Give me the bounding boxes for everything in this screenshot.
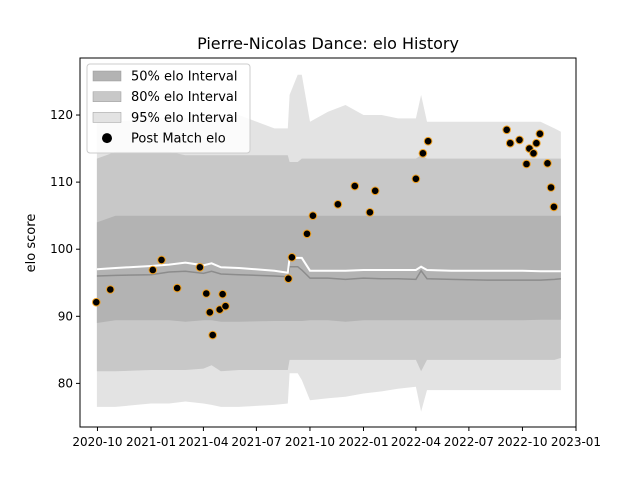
post-match-elo-point [411, 174, 421, 184]
y-tick-label: 110 [50, 175, 73, 189]
chart-title: Pierre-Nicolas Dance: elo History [197, 34, 459, 53]
legend-label: 50% elo Interval [131, 70, 238, 85]
y-tick-label: 120 [50, 108, 73, 122]
post-match-elo-point [546, 183, 556, 192]
post-match-elo-point [195, 263, 205, 272]
post-match-elo-point [365, 208, 375, 217]
x-tick-label: 2022-10 [497, 435, 547, 449]
legend-swatch [92, 91, 122, 102]
post-match-elo-point [157, 255, 166, 265]
post-match-elo-point [423, 136, 433, 146]
band-50 [96, 215, 561, 323]
y-tick-label: 100 [50, 242, 73, 256]
post-match-elo-point [549, 202, 559, 212]
post-match-elo-point [535, 129, 545, 139]
post-match-elo-point [333, 200, 343, 209]
post-match-elo-point [418, 149, 428, 158]
post-match-elo-point [350, 181, 360, 191]
post-match-elo-point [505, 138, 515, 148]
x-tick-label: 2022-07 [444, 435, 494, 449]
x-tick-label: 2020-10 [72, 435, 122, 449]
post-match-elo-point [287, 252, 297, 262]
legend-label: 95% elo Interval [131, 111, 238, 126]
post-match-elo-point [515, 135, 524, 145]
y-tick-label: 90 [58, 309, 73, 323]
band-lower-line [96, 265, 561, 281]
x-tick-label: 2021-04 [178, 435, 228, 449]
plot-area: 2020-10 2021-01 2021-04 2021-07 2021-10 2022-… [50, 57, 601, 449]
post-match-elo-point [308, 211, 318, 220]
post-match-elo-point [218, 289, 227, 299]
post-match-elo-point [522, 159, 531, 169]
legend-swatch [92, 112, 122, 123]
post-match-elo-point [92, 297, 101, 307]
post-match-elo-point [106, 285, 115, 294]
post-match-elo-point [529, 149, 538, 158]
post-match-elo-point [502, 125, 512, 135]
x-tick-label: 2023-01 [551, 435, 601, 449]
post-match-elo-point [284, 274, 293, 284]
post-match-elo-point [202, 289, 211, 298]
y-axis-label: elo score [24, 214, 39, 273]
post-match-elo-point [221, 301, 230, 311]
x-tick-label: 2022-04 [391, 435, 441, 449]
legend-label: 80% elo Interval [131, 90, 238, 105]
axes-frame [79, 57, 577, 428]
legend-swatch [92, 70, 122, 82]
legend-marker [102, 133, 112, 144]
post-match-elo-point [172, 283, 182, 293]
legend-label: Post Match elo [131, 132, 226, 147]
post-match-elo-point [532, 138, 541, 148]
x-tick-label: 2021-01 [126, 435, 176, 449]
post-match-elo-point [543, 159, 552, 168]
post-match-elo-point [148, 265, 158, 275]
post-match-elo-point [302, 229, 312, 239]
post-match-elo-point [370, 186, 380, 196]
x-tick-label: 2021-07 [231, 435, 281, 449]
x-tick-label: 2022-01 [338, 435, 388, 449]
legend-box [86, 63, 251, 154]
y-tick-label: 80 [58, 376, 73, 390]
post-match-elo-point [208, 330, 217, 340]
legend: 50% elo Interval 80% elo Interval 95% elo … [86, 63, 251, 154]
x-tick-label: 2021-10 [285, 435, 335, 449]
post-match-elo-point [205, 308, 215, 317]
